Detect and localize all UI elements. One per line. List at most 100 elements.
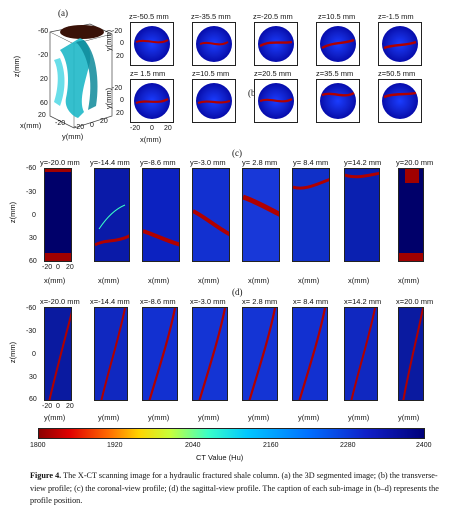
coronal-slice-image [292, 168, 330, 262]
panel-c-title: y=-8.6 mm [140, 158, 176, 167]
panel-a-z-tick: -60 [38, 28, 49, 35]
panel-c-title: y=20.0 mm [396, 158, 434, 167]
figure-label: Figure 4. [30, 471, 62, 480]
panel-b-title: z=10.5 mm [318, 12, 356, 21]
panel-d-y-label: y(mm) [198, 413, 220, 422]
coronal-slice-image [242, 168, 280, 262]
panel-a-x-tick: -20 [55, 120, 66, 127]
panel-c-x-tick: 0 [56, 264, 60, 271]
panel-c-x-tick: -20 [42, 264, 53, 271]
panel-d-y-tick: 0 [56, 403, 60, 410]
panel-a-y-tick: 0 [90, 122, 94, 129]
panel-c-z-tick: 30 [29, 235, 37, 242]
coronal-slice-image [44, 168, 72, 262]
colorbar-tick: 2160 [263, 442, 279, 449]
panel-a-y-tick: 20 [100, 118, 108, 125]
colorbar-tick: 2280 [340, 442, 356, 449]
panel-b-y-tick: -20 [112, 28, 123, 35]
sagittal-slice-image [94, 307, 128, 401]
transverse-slice-image [382, 26, 418, 62]
colorbar-tick: 1800 [30, 442, 46, 449]
sagittal-slice-image [242, 307, 278, 401]
panel-d-title: x= 8.4 mm [293, 297, 329, 306]
transverse-slice-image [134, 83, 170, 119]
transverse-slice-image [134, 26, 170, 62]
panel-b-title: z=50.5 mm [378, 69, 416, 78]
panel-c-x-tick: 20 [66, 264, 74, 271]
sagittal-slice-image [192, 307, 228, 401]
panel-d-title: x=-20.0 mm [40, 297, 80, 306]
sagittal-slice-image [142, 307, 178, 401]
coronal-slice-image [398, 168, 424, 262]
coronal-slice-image [142, 168, 180, 262]
panel-a-z-tick: -20 [38, 52, 49, 59]
panel-c-x-label: x(mm) [198, 276, 220, 285]
panel-d-z-label: z(mm) [8, 341, 18, 364]
colorbar-tick: 2040 [185, 442, 201, 449]
panel-b-y-tick: 20 [116, 53, 124, 60]
colorbar-label: CT Value (Hu) [196, 453, 244, 462]
panel-a-y-label: y(mm) [62, 132, 84, 141]
panel-d-y-label: y(mm) [98, 413, 120, 422]
panel-d-title: x=-8.6 mm [140, 297, 176, 306]
panel-d-y-label: y(mm) [44, 413, 66, 422]
panel-a-z-label: z(mm) [12, 55, 22, 78]
panel-c-x-label: x(mm) [298, 276, 320, 285]
panel-c-z-label: z(mm) [8, 201, 18, 224]
transverse-slice-image [196, 83, 232, 119]
panel-b-y-tick: 0 [120, 97, 124, 104]
panel-d-y-tick: -20 [42, 403, 53, 410]
panel-c-x-label: x(mm) [348, 276, 370, 285]
sagittal-slice-image [292, 307, 328, 401]
panel-b-title: z= 1.5 mm [130, 69, 166, 78]
panel-d-z-tick: 0 [32, 351, 36, 358]
panel-d-y-label: y(mm) [248, 413, 270, 422]
panel-c-x-label: x(mm) [248, 276, 270, 285]
panel-d-z-tick: -30 [26, 328, 37, 335]
panel-b-title: z=-50.5 mm [129, 12, 169, 21]
panel-b-label: (b) [248, 88, 259, 98]
panel-c-title: y= 2.8 mm [242, 158, 278, 167]
transverse-slice-image [258, 83, 294, 119]
transverse-slice-image [320, 26, 356, 62]
panel-b-x-tick: 20 [164, 125, 172, 132]
panel-d-z-tick: 30 [29, 374, 37, 381]
panel-d-z-tick: -60 [26, 305, 37, 312]
panel-a-y-tick: -20 [74, 124, 85, 131]
transverse-slice-image [196, 26, 232, 62]
panel-b-title: z=35.5 mm [316, 69, 354, 78]
coronal-slice-image [344, 168, 380, 262]
panel-c-x-label: x(mm) [398, 276, 420, 285]
3d-fracture-render [49, 23, 113, 129]
panel-b-y-tick: 0 [120, 40, 124, 47]
transverse-slice-image [382, 83, 418, 119]
panel-c-title: y= 8.4 mm [293, 158, 329, 167]
panel-c-title: y=-20.0 mm [40, 158, 80, 167]
transverse-slice-image [258, 26, 294, 62]
panel-c-z-tick: -60 [26, 165, 37, 172]
panel-b-title: z=-20.5 mm [253, 12, 293, 21]
sagittal-slice-image [44, 307, 72, 401]
panel-d-title: x= 2.8 mm [242, 297, 278, 306]
panel-c-x-label: x(mm) [148, 276, 170, 285]
panel-b-title: z=20.5 mm [254, 69, 292, 78]
panel-b-y-tick: 20 [116, 110, 124, 117]
panel-c-z-tick: 0 [32, 212, 36, 219]
panel-d-y-label: y(mm) [348, 413, 370, 422]
panel-c-x-label: x(mm) [98, 276, 120, 285]
panel-a-x-label: x(mm) [20, 121, 42, 130]
panel-b-title: z=10.5 mm [192, 69, 230, 78]
panel-d-y-label: y(mm) [148, 413, 170, 422]
panel-c-title: y=-14.4 mm [90, 158, 130, 167]
panel-c-z-tick: -30 [26, 189, 37, 196]
transverse-slice-image [320, 83, 356, 119]
panel-b-title: z=-1.5 mm [378, 12, 414, 21]
caption-text: The X-CT scanning image for a hydraulic … [30, 471, 439, 505]
colorbar-tick: 2400 [416, 442, 432, 449]
sagittal-slice-image [398, 307, 424, 401]
sagittal-slice-image [344, 307, 378, 401]
panel-d-y-label: y(mm) [398, 413, 420, 422]
figure-caption: Figure 4. The X-CT scanning image for a … [30, 470, 450, 508]
panel-b-title: z=-35.5 mm [191, 12, 231, 21]
colorbar-tick: 1920 [107, 442, 123, 449]
